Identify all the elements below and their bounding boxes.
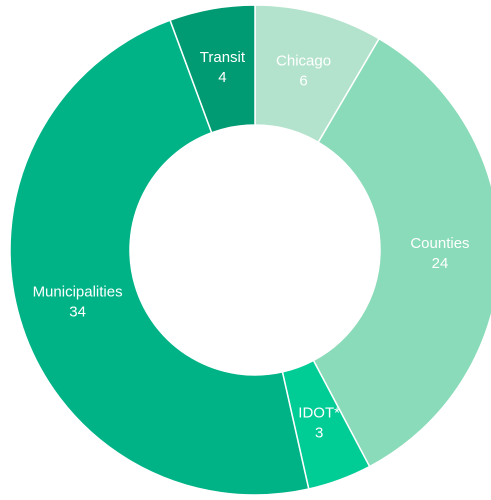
segment-label: Chicago [276, 52, 331, 69]
segment-value: 6 [299, 72, 307, 89]
segment-label: Counties [410, 235, 469, 252]
donut-segment [312, 37, 491, 468]
segment-label: Transit [200, 49, 246, 66]
segment-label: Municipalities [33, 283, 123, 300]
segment-value: 3 [315, 424, 323, 441]
segment-label: IDOT* [298, 404, 340, 421]
donut-segment [169, 4, 256, 134]
donut-segment [9, 19, 310, 496]
segment-value: 34 [69, 303, 86, 320]
segment-value: 24 [432, 255, 449, 272]
segment-value: 4 [218, 69, 226, 86]
